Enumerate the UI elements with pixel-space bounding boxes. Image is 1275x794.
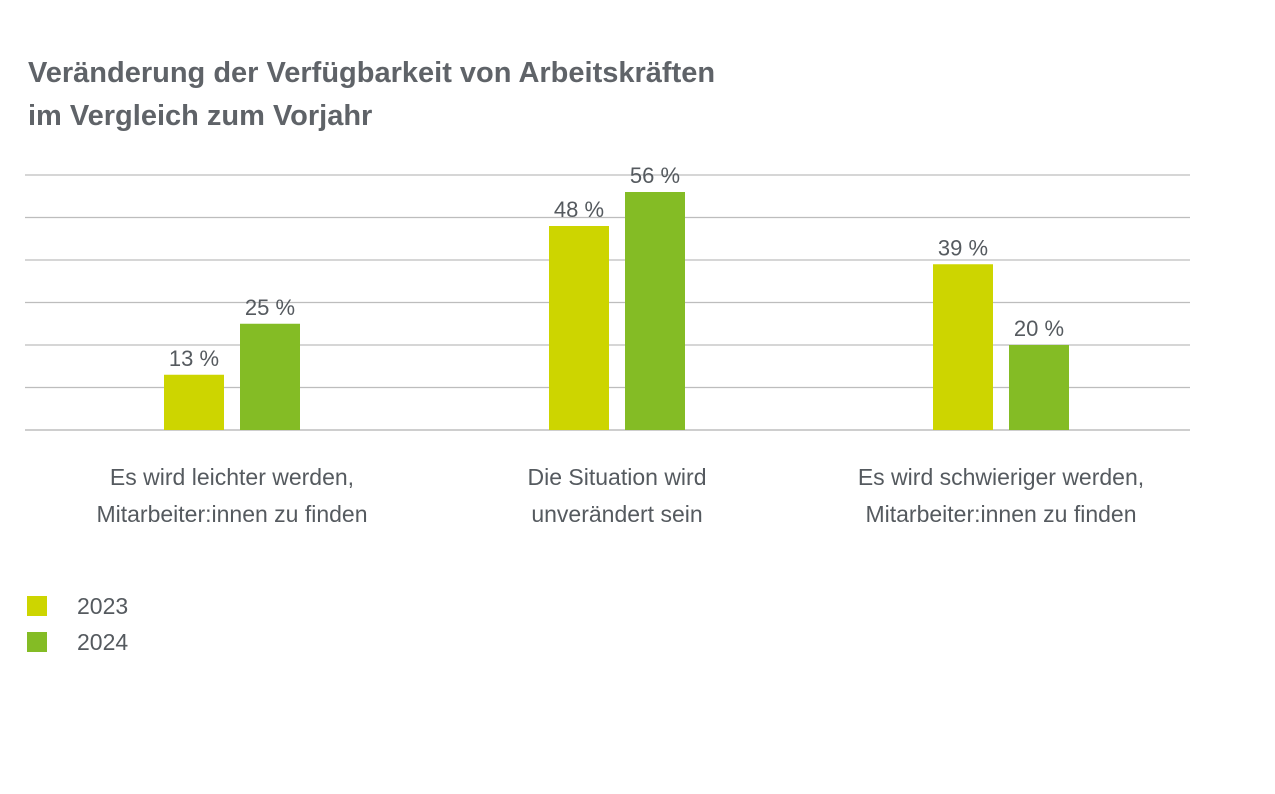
legend-item-2024: 2024 (27, 624, 128, 660)
legend-swatch-2023 (27, 596, 47, 616)
category-label-2-line-1: Die Situation wird (528, 464, 707, 490)
chart-title: Veränderung der Verfügbarkeit von Arbeit… (28, 52, 928, 138)
data-label-2023-1: 13 % (169, 346, 219, 371)
category-label-2-line-2: unverändert sein (531, 501, 702, 527)
legend-label-2024: 2024 (77, 628, 129, 655)
bar-2024-3 (1009, 345, 1069, 430)
legend-label-2023: 2023 (77, 592, 129, 619)
category-label-3-line-1: Es wird schwieriger werden, (858, 464, 1144, 490)
bar-2024-1 (240, 323, 300, 430)
data-label-2024-1: 25 % (245, 295, 295, 320)
data-label-2024-3: 20 % (1014, 316, 1064, 341)
legend-item-2023: 2023 (27, 588, 128, 624)
bar-2023-3 (933, 264, 993, 430)
data-label-2024-2: 56 % (630, 163, 680, 188)
legend: 2023 2024 (27, 588, 128, 660)
bar-2024-2 (625, 192, 685, 430)
legend-swatch-2024 (27, 632, 47, 652)
category-label-1-line-2: Mitarbeiter:innen zu finden (96, 501, 367, 527)
category-label-3-line-2: Mitarbeiter:innen zu finden (865, 501, 1136, 527)
data-label-2023-2: 48 % (554, 197, 604, 222)
bar-2023-2 (549, 226, 609, 430)
data-label-2023-3: 39 % (938, 235, 988, 260)
chart-title-line-1: Veränderung der Verfügbarkeit von Arbeit… (28, 57, 716, 89)
chart-title-line-2: im Vergleich zum Vorjahr (28, 100, 373, 132)
category-label-1-line-1: Es wird leichter werden, (110, 464, 354, 490)
bar-2023-1 (164, 374, 224, 430)
